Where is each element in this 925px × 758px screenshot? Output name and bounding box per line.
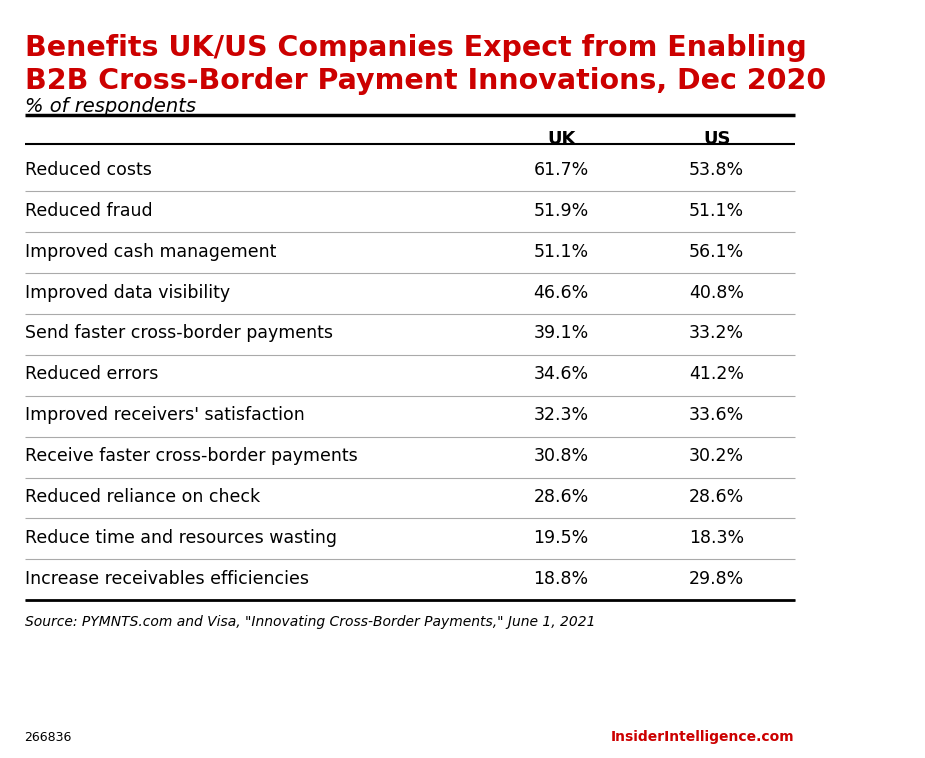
Text: 29.8%: 29.8% [689,570,745,588]
Text: 51.1%: 51.1% [534,243,588,261]
Text: Improved cash management: Improved cash management [25,243,276,261]
Text: 51.1%: 51.1% [689,202,745,220]
Text: Reduced reliance on check: Reduced reliance on check [25,488,260,506]
Text: UK: UK [547,130,575,149]
Text: Reduced fraud: Reduced fraud [25,202,153,220]
Text: InsiderIntelligence.com: InsiderIntelligence.com [610,731,795,744]
Text: 61.7%: 61.7% [534,161,588,179]
Text: 39.1%: 39.1% [534,324,588,343]
Text: 53.8%: 53.8% [689,161,745,179]
Text: 46.6%: 46.6% [534,283,588,302]
Text: Send faster cross-border payments: Send faster cross-border payments [25,324,333,343]
Text: 40.8%: 40.8% [689,283,745,302]
Text: 28.6%: 28.6% [534,488,588,506]
Text: Improved data visibility: Improved data visibility [25,283,229,302]
Text: Increase receivables efficiencies: Increase receivables efficiencies [25,570,309,588]
Text: 266836: 266836 [25,731,72,744]
Text: % of respondents: % of respondents [25,97,195,116]
Text: 30.8%: 30.8% [534,447,588,465]
Text: 33.6%: 33.6% [689,406,745,424]
Text: Receive faster cross-border payments: Receive faster cross-border payments [25,447,357,465]
Text: 33.2%: 33.2% [689,324,745,343]
Text: Reduced costs: Reduced costs [25,161,152,179]
Text: B2B Cross-Border Payment Innovations, Dec 2020: B2B Cross-Border Payment Innovations, De… [25,67,826,95]
Text: 18.3%: 18.3% [689,529,745,547]
Text: 18.8%: 18.8% [534,570,588,588]
Text: 32.3%: 32.3% [534,406,588,424]
Text: 56.1%: 56.1% [689,243,745,261]
Text: Reduced errors: Reduced errors [25,365,158,384]
Text: US: US [703,130,731,149]
Text: 41.2%: 41.2% [689,365,745,384]
Text: 28.6%: 28.6% [689,488,745,506]
Text: 51.9%: 51.9% [534,202,588,220]
Text: Benefits UK/US Companies Expect from Enabling: Benefits UK/US Companies Expect from Ena… [25,34,807,62]
Text: Improved receivers' satisfaction: Improved receivers' satisfaction [25,406,304,424]
Text: 30.2%: 30.2% [689,447,745,465]
Text: Reduce time and resources wasting: Reduce time and resources wasting [25,529,337,547]
Text: 19.5%: 19.5% [534,529,588,547]
Text: 34.6%: 34.6% [534,365,588,384]
Text: Source: PYMNTS.com and Visa, "Innovating Cross-Border Payments," June 1, 2021: Source: PYMNTS.com and Visa, "Innovating… [25,615,595,629]
